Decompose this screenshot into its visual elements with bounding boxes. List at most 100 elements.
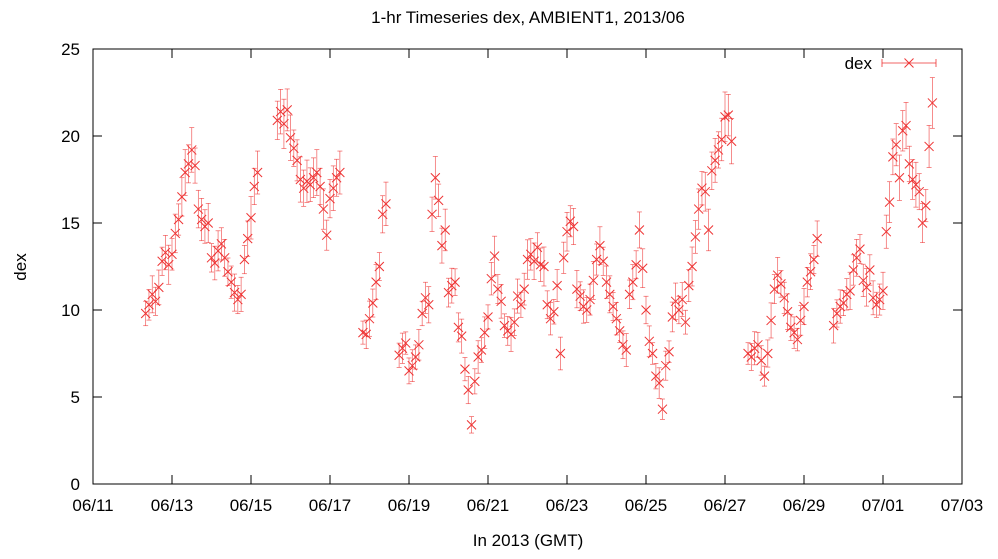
marker-stroke bbox=[568, 221, 579, 232]
data-point bbox=[157, 256, 167, 267]
data-point bbox=[897, 125, 908, 136]
marker-stroke bbox=[779, 292, 790, 303]
marker-stroke bbox=[914, 186, 925, 197]
data-point bbox=[285, 132, 296, 143]
marker-stroke bbox=[911, 179, 921, 190]
marker-stroke bbox=[335, 167, 345, 178]
data-point bbox=[288, 143, 299, 154]
marker-stroke bbox=[476, 345, 487, 355]
marker-stroke bbox=[506, 329, 516, 340]
data-point bbox=[463, 385, 474, 395]
marker-stroke bbox=[377, 209, 388, 220]
data-point bbox=[196, 214, 207, 225]
marker-stroke bbox=[216, 239, 227, 249]
data-point bbox=[483, 312, 493, 322]
data-point bbox=[414, 339, 424, 350]
data-point bbox=[545, 313, 556, 324]
marker-stroke bbox=[657, 404, 668, 415]
data-point bbox=[170, 228, 181, 239]
marker-stroke bbox=[223, 266, 233, 277]
data-point bbox=[160, 247, 171, 258]
data-point bbox=[417, 308, 428, 319]
data-point bbox=[331, 172, 342, 183]
legend: dex bbox=[845, 54, 937, 73]
marker-stroke bbox=[644, 336, 655, 347]
data-point bbox=[486, 273, 497, 284]
marker-stroke bbox=[453, 322, 464, 333]
data-point bbox=[832, 308, 842, 319]
marker-stroke bbox=[456, 331, 467, 341]
marker-stroke bbox=[193, 204, 204, 214]
data-point bbox=[529, 256, 539, 267]
data-point bbox=[861, 282, 872, 293]
data-point bbox=[627, 277, 638, 288]
marker-stroke bbox=[720, 112, 730, 122]
marker-stroke bbox=[232, 294, 243, 305]
marker-stroke bbox=[288, 143, 299, 154]
data-point bbox=[308, 172, 319, 183]
data-point bbox=[572, 284, 582, 294]
data-point bbox=[167, 249, 177, 260]
data-point bbox=[246, 212, 256, 223]
data-point bbox=[654, 378, 665, 388]
marker-stroke bbox=[746, 352, 757, 362]
marker-stroke bbox=[651, 371, 661, 381]
marker-stroke bbox=[163, 259, 174, 270]
marker-stroke bbox=[766, 315, 776, 326]
marker-stroke bbox=[700, 186, 711, 197]
data-point bbox=[427, 209, 437, 220]
data-point bbox=[851, 252, 862, 263]
marker-stroke bbox=[173, 214, 184, 225]
data-point bbox=[664, 346, 674, 357]
data-point bbox=[838, 298, 849, 308]
marker-stroke bbox=[239, 254, 250, 265]
marker-stroke bbox=[153, 282, 164, 293]
marker-stroke bbox=[845, 286, 855, 296]
marker-stroke bbox=[183, 158, 194, 169]
data-point bbox=[410, 352, 421, 362]
data-point bbox=[565, 216, 576, 227]
marker-stroke bbox=[647, 348, 658, 359]
data-point bbox=[381, 199, 391, 209]
x-axis: 06/11 06/13 06/15 06/17 06/19 06/21 06/23 06/25… bbox=[72, 49, 983, 515]
marker-stroke bbox=[838, 298, 849, 308]
data-point bbox=[894, 172, 905, 183]
data-point bbox=[618, 339, 628, 350]
marker-stroke bbox=[423, 299, 434, 310]
marker-stroke bbox=[555, 348, 566, 359]
marker-stroke bbox=[295, 174, 306, 185]
marker-stroke bbox=[318, 204, 329, 214]
x-tick-label: 06/13 bbox=[151, 496, 194, 515]
marker-stroke bbox=[828, 320, 839, 331]
data-point bbox=[809, 254, 819, 265]
marker-stroke bbox=[374, 261, 385, 272]
marker-stroke bbox=[463, 385, 474, 395]
marker-stroke bbox=[272, 115, 283, 126]
data-point bbox=[795, 315, 806, 326]
data-point bbox=[305, 179, 316, 190]
data-point bbox=[828, 320, 839, 331]
marker-stroke bbox=[660, 360, 671, 371]
marker-stroke bbox=[753, 339, 763, 350]
data-point bbox=[496, 296, 507, 307]
marker-stroke bbox=[404, 366, 414, 376]
data-point bbox=[239, 254, 250, 265]
marker-stroke bbox=[226, 277, 237, 288]
data-point bbox=[621, 345, 632, 355]
marker-stroke bbox=[532, 242, 543, 253]
marker-stroke bbox=[595, 240, 605, 251]
data-point bbox=[295, 174, 306, 185]
data-point bbox=[539, 261, 549, 272]
marker-stroke bbox=[637, 263, 648, 274]
data-point bbox=[150, 296, 161, 307]
marker-stroke bbox=[522, 254, 533, 265]
marker-stroke bbox=[466, 419, 477, 430]
marker-stroke bbox=[789, 327, 799, 338]
marker-stroke bbox=[180, 167, 191, 178]
data-point bbox=[555, 348, 566, 359]
marker-stroke bbox=[144, 299, 154, 310]
y-axis-label: dex bbox=[11, 253, 30, 281]
data-point bbox=[871, 299, 882, 310]
marker-stroke bbox=[358, 327, 368, 338]
data-point bbox=[766, 315, 776, 326]
